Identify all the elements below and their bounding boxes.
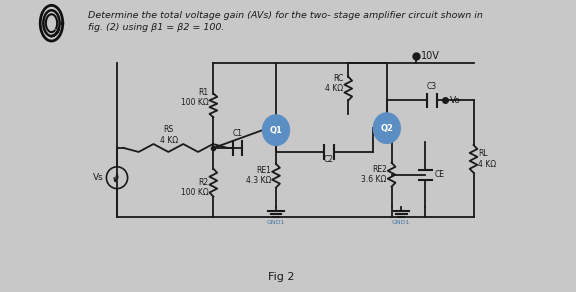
Text: GND1: GND1 (392, 220, 411, 225)
Text: RE2
3.6 KΩ: RE2 3.6 KΩ (361, 165, 387, 185)
Text: 10V: 10V (420, 51, 439, 61)
Text: RE1
4.3 KΩ: RE1 4.3 KΩ (246, 166, 271, 185)
Text: C1: C1 (233, 129, 242, 138)
Text: RL
4 KΩ: RL 4 KΩ (478, 149, 497, 168)
Text: RS
4 KΩ: RS 4 KΩ (160, 125, 177, 145)
Text: Q2: Q2 (380, 124, 393, 133)
Text: Vo: Vo (449, 96, 460, 105)
Text: R2
100 KΩ: R2 100 KΩ (181, 178, 209, 197)
Ellipse shape (263, 115, 290, 145)
Text: C2: C2 (324, 155, 334, 164)
Text: Determine the total voltage gain (AVs) for the two- stage amplifier circuit show: Determine the total voltage gain (AVs) f… (88, 11, 483, 20)
Text: R1
100 KΩ: R1 100 KΩ (181, 88, 209, 107)
Text: C3: C3 (427, 81, 437, 91)
Text: Q1: Q1 (270, 126, 282, 135)
Text: Vs: Vs (93, 173, 104, 182)
Text: CE: CE (435, 170, 445, 179)
Text: GND1: GND1 (267, 220, 285, 225)
Text: fig. (2) using β1 = β2 = 100.: fig. (2) using β1 = β2 = 100. (88, 23, 225, 32)
Ellipse shape (373, 113, 400, 143)
Text: RC
4 KΩ: RC 4 KΩ (325, 74, 343, 93)
Text: Fig 2: Fig 2 (268, 272, 294, 282)
